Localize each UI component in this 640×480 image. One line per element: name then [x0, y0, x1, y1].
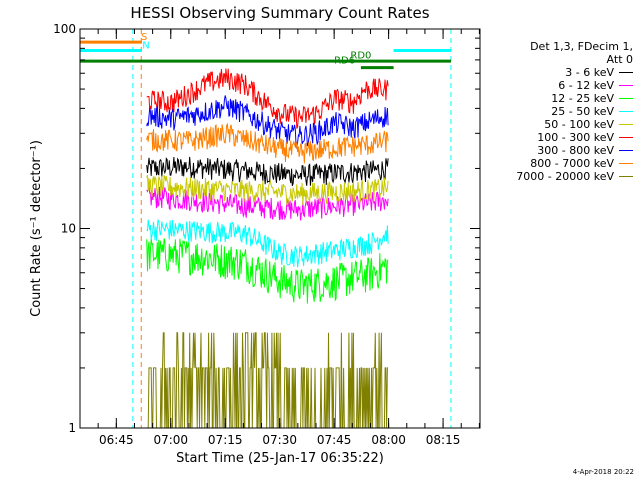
legend-swatch-4	[619, 124, 633, 125]
chart-title: HESSI Observing Summary Count Rates	[130, 4, 429, 22]
x-tick-label-4: 07:45	[317, 433, 352, 447]
legend-label-3: 25 - 50 keV	[551, 105, 614, 118]
x-tick-label-6: 08:15	[426, 433, 461, 447]
annotation-s: S	[141, 32, 147, 43]
legend-label-6: 300 - 800 keV	[537, 144, 614, 157]
legend-label-5: 100 - 300 keV	[537, 131, 614, 144]
legend-item-2: 12 - 25 keV	[483, 92, 633, 105]
legend-label-2: 12 - 25 keV	[551, 92, 614, 105]
series-2-trace	[146, 238, 389, 304]
legend-label-4: 50 - 100 keV	[544, 118, 614, 131]
legend-swatch-5	[619, 137, 633, 138]
x-axis-label: Start Time (25-Jan-17 06:35:22)	[176, 451, 384, 466]
legend-swatch-2	[619, 98, 633, 99]
legend-item-5: 100 - 300 keV	[483, 131, 633, 144]
y-axis-label: Count Rate (s⁻¹ detector⁻¹)	[29, 140, 44, 317]
y-tick-label-2: 100	[53, 22, 76, 36]
y-tick-label-0: 1	[68, 421, 76, 435]
legend-swatch-1	[619, 85, 633, 86]
legend-swatch-0	[619, 72, 633, 73]
datestamp: 4-Apr-2018 20:22	[572, 468, 634, 476]
legend-swatch-7	[619, 163, 633, 164]
legend-item-3: 25 - 50 keV	[483, 105, 633, 118]
legend-label-7: 800 - 7000 keV	[530, 157, 614, 170]
legend-header-line-1: Det 1,3, FDecim 1,	[530, 40, 633, 53]
x-tick-label-2: 07:15	[208, 433, 243, 447]
legend-header-line-2: Att 0	[606, 53, 633, 66]
legend-item-0: 3 - 6 keV	[483, 66, 633, 79]
legend-swatch-8	[619, 176, 633, 177]
annotation-n: N	[142, 40, 149, 51]
legend-swatch-3	[619, 111, 633, 112]
annotation-rd6: RD6	[334, 56, 355, 67]
legend-item-1: 6 - 12 keV	[483, 79, 633, 92]
legend-label-0: 3 - 6 keV	[565, 66, 614, 79]
legend-label-1: 6 - 12 keV	[558, 79, 614, 92]
legend-item-4: 50 - 100 keV	[483, 118, 633, 131]
series-5-trace	[146, 68, 389, 129]
legend: Det 1,3, FDecim 1, Att 0 3 - 6 keV 6 - 12…	[483, 40, 633, 183]
legend-item-6: 300 - 800 keV	[483, 144, 633, 157]
series-1-trace	[146, 186, 389, 221]
x-tick-label-1: 07:00	[153, 433, 188, 447]
series-4-trace	[146, 174, 389, 206]
x-tick-label-0: 06:45	[99, 433, 134, 447]
x-tick-label-3: 07:30	[262, 433, 297, 447]
legend-label-8: 7000 - 20000 keV	[516, 170, 614, 183]
legend-swatch-6	[619, 150, 633, 151]
series-8-trace	[146, 332, 389, 429]
y-tick-label-1: 10	[61, 222, 76, 236]
series-6-trace	[146, 95, 389, 150]
annotation-rd0: RD0	[350, 51, 371, 62]
series-3-trace	[146, 218, 389, 268]
x-tick-label-5: 08:00	[371, 433, 406, 447]
series-7-trace	[146, 122, 389, 164]
series-0-trace	[146, 156, 389, 187]
legend-item-8: 7000 - 20000 keV	[483, 170, 633, 183]
legend-item-7: 800 - 7000 keV	[483, 157, 633, 170]
